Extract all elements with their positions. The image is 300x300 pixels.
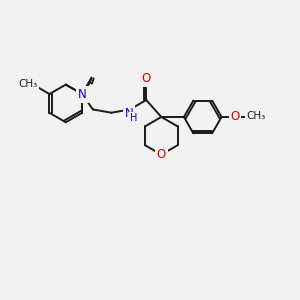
- Text: CH₃: CH₃: [19, 79, 38, 88]
- Text: O: O: [142, 72, 151, 85]
- Text: N: N: [78, 88, 87, 101]
- Text: O: O: [157, 148, 166, 161]
- Text: O: O: [230, 110, 240, 123]
- Text: N: N: [124, 107, 133, 120]
- Text: CH₃: CH₃: [246, 112, 266, 122]
- Text: H: H: [130, 113, 138, 123]
